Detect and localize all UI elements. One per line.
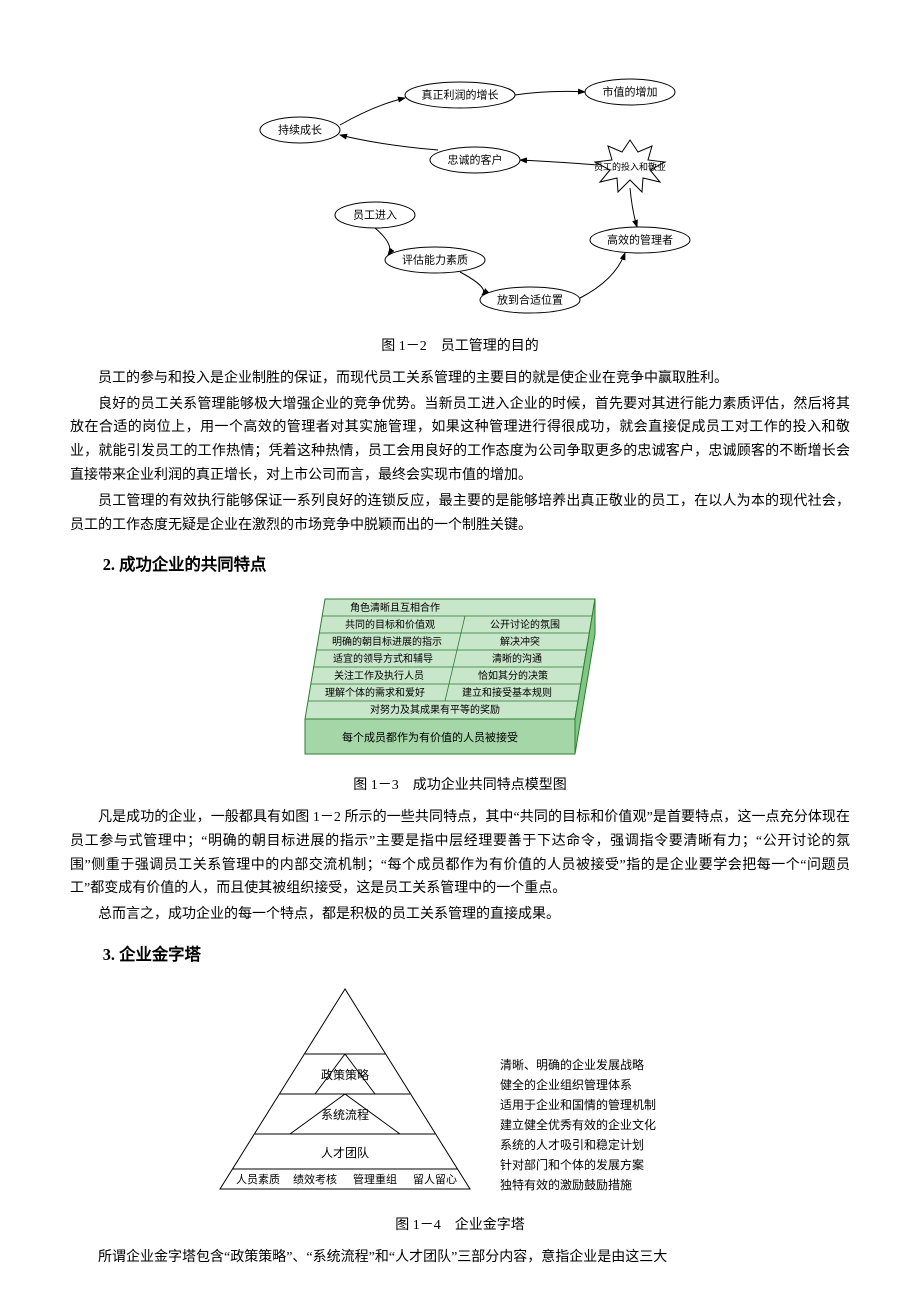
caption-fig-1-4: 图 1－4 企业金字塔 <box>70 1214 850 1238</box>
caption-fig-1-3: 图 1－3 成功企业共同特点模型图 <box>70 774 850 798</box>
para-5: 总而言之，成功企业的每一个特点，都是积极的员工关系管理的直接成果。 <box>70 903 850 927</box>
para-6: 所谓企业金字塔包含“政策策略”、“系统流程”和“人才团队”三部分内容，意指企业是… <box>70 1246 850 1270</box>
pyr-base-1: 绩效考核 <box>293 1172 337 1186</box>
para-5-text: 总而言之，成功企业的每一个特点，都是积极的员工关系管理的直接成果。 <box>98 907 560 922</box>
heading-2: 2. 成功企业的共同特点 <box>70 551 850 579</box>
box-front-text: 每个成员都作为有价值的人员被接受 <box>342 730 518 744</box>
pyr-label-6: 独特有效的激励鼓励措施 <box>500 1177 632 1192</box>
heading-3: 3. 企业金字塔 <box>70 941 850 969</box>
node-profit-growth: 真正利润的增长 <box>422 88 499 102</box>
pyramid-svg: 政策策略 系统流程 人才团队 人员素质 绩效考核 管理重组 留人留心 清晰、明确… <box>160 979 760 1209</box>
box-row-4-right: 恰如其分的决策 <box>478 669 548 682</box>
node-sustain-growth: 持续成长 <box>278 123 322 137</box>
box-row-2-left: 明确的朝目标进展的指示 <box>332 635 442 648</box>
pyr-base-0: 人员素质 <box>236 1173 280 1186</box>
pyr-label-2: 适用于企业和国情的管理机制 <box>500 1097 656 1112</box>
pyr-base-3: 留人留心 <box>413 1173 457 1186</box>
box-row-0-left: 角色清晰且互相合作 <box>350 601 440 614</box>
node-effective-manager: 高效的管理者 <box>607 233 673 247</box>
para-3: 员工管理的有效执行能够保证一系列良好的连锁反应，最主要的是能够培养出真正敬业的员… <box>70 490 850 538</box>
box-row-5-left: 理解个体的需求和爱好 <box>325 686 425 699</box>
pyr-label-3: 建立健全优秀有效的企业文化 <box>500 1117 656 1132</box>
box-row-2-right: 解决冲突 <box>500 635 540 648</box>
box-row-3-right: 清晰的沟通 <box>492 652 542 665</box>
para-2: 良好的员工关系管理能够极大增强企业的竞争优势。当新员工进入企业的时候，首先要对其… <box>70 393 850 488</box>
node-evaluate: 评估能力素质 <box>402 253 468 267</box>
pyr-label-4: 系统的人才吸引和稳定计划 <box>500 1137 644 1152</box>
pyr-tier-2: 系统流程 <box>321 1107 369 1122</box>
node-employee-engagement: 员工的投入和敬业 <box>594 161 666 172</box>
para-3-text: 员工管理的有效执行能够保证一系列良好的连锁反应，最主要的是能够培养出真正敬业的员… <box>70 494 850 533</box>
pyr-base-2: 管理重组 <box>353 1172 397 1186</box>
node-employee-entry: 员工进入 <box>353 209 397 222</box>
box-row-1-left: 共同的目标和价值观 <box>345 618 435 631</box>
para-4-text: 凡是成功的企业，一般都具有如图 1－2 所示的一些共同特点，其中“共同的目标和价… <box>70 810 850 896</box>
box3d-svg: 角色清晰且互相合作 共同的目标和价值观 公开讨论的氛围 明确的朝目标进展的指示 … <box>285 589 635 769</box>
figure-1-2: 真正利润的增长 市值的增加 持续成长 忠诚的客户 员工的投入和敬业 员工进入 高… <box>70 70 850 330</box>
para-6-text: 所谓企业金字塔包含“政策策略”、“系统流程”和“人才团队”三部分内容，意指企业是… <box>98 1250 667 1265</box>
flowchart-svg: 真正利润的增长 市值的增加 持续成长 忠诚的客户 员工的投入和敬业 员工进入 高… <box>200 70 720 330</box>
para-2-text: 良好的员工关系管理能够极大增强企业的竞争优势。当新员工进入企业的时候，首先要对其… <box>70 397 850 483</box>
pyr-tier-3: 人才团队 <box>321 1145 369 1160</box>
para-1: 员工的参与和投入是企业制胜的保证，而现代员工关系管理的主要目的就是使企业在竞争中… <box>70 367 850 391</box>
pyr-label-0: 清晰、明确的企业发展战略 <box>500 1057 644 1072</box>
figure-1-3: 角色清晰且互相合作 共同的目标和价值观 公开讨论的氛围 明确的朝目标进展的指示 … <box>70 589 850 769</box>
para-4: 凡是成功的企业，一般都具有如图 1－2 所示的一些共同特点，其中“共同的目标和价… <box>70 806 850 901</box>
box-row-5-right: 建立和接受基本规则 <box>462 686 552 699</box>
pyr-tier-1: 政策策略 <box>321 1067 369 1082</box>
box-row-4-left: 关注工作及执行人员 <box>334 669 424 682</box>
caption-fig-1-2: 图 1－2 员工管理的目的 <box>70 335 850 359</box>
pyr-label-1: 健全的企业组织管理体系 <box>500 1077 632 1092</box>
box-row-3-left: 适宜的领导方式和辅导 <box>333 652 433 665</box>
figure-1-4: 政策策略 系统流程 人才团队 人员素质 绩效考核 管理重组 留人留心 清晰、明确… <box>70 979 850 1209</box>
node-loyal-customer: 忠诚的客户 <box>448 153 503 167</box>
para-1-text: 员工的参与和投入是企业制胜的保证，而现代员工关系管理的主要目的就是使企业在竞争中… <box>98 371 728 386</box>
box-row-1-right: 公开讨论的氛围 <box>490 618 560 631</box>
node-market-value: 市值的增加 <box>603 85 658 99</box>
box-row-6-left: 对努力及其成果有平等的奖励 <box>370 703 500 716</box>
pyr-label-5: 针对部门和个体的发展方案 <box>500 1157 644 1172</box>
node-right-position: 放到合适位置 <box>497 293 563 307</box>
